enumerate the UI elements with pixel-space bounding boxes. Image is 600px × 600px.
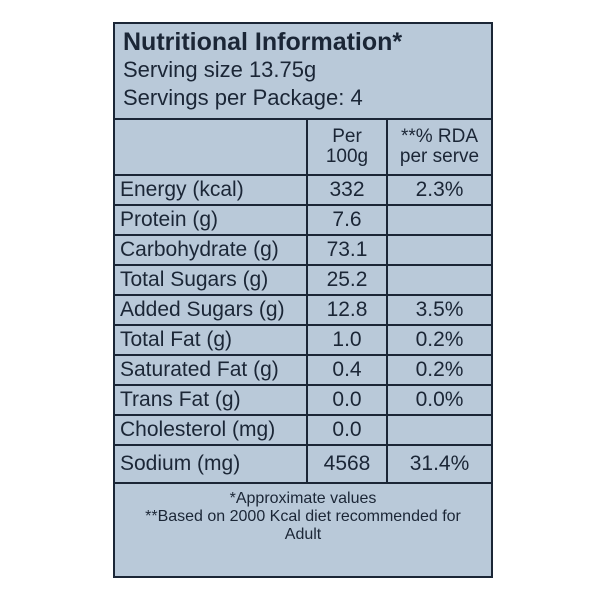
nutrient-name: Sodium (mg) [115, 444, 308, 484]
nutrient-value: 3.5% [386, 294, 491, 326]
nutrient-value: 25.2 [306, 264, 388, 296]
empty-cell [386, 414, 491, 446]
label-header: Nutritional Information* Serving size 13… [115, 24, 491, 120]
empty-cell [115, 120, 308, 176]
nutrient-value: 0.4 [306, 354, 388, 386]
header-row: Per 100g **% RDA per serve [115, 120, 491, 176]
nutrient-value: 332 [306, 174, 388, 206]
nutrition-label: Nutritional Information* Serving size 13… [113, 22, 493, 578]
title: Nutritional Information* [123, 28, 403, 56]
nutrient-name: Protein (g) [115, 204, 308, 236]
nutrient-name: Cholesterol (mg) [115, 414, 308, 446]
nutrient-value: 0.0 [306, 384, 388, 416]
nutrient-value: 0.2% [386, 354, 491, 386]
empty-cell [386, 234, 491, 266]
nutrition-table: Per 100g **% RDA per serve Energy (kcal)… [115, 120, 491, 484]
nutrient-row: Carbohydrate (g) 73.1 [115, 234, 491, 266]
nutrient-name: Saturated Fat (g) [115, 354, 308, 386]
nutrient-row: Sodium (mg) 4568 31.4% [115, 444, 491, 484]
nutrient-name: Energy (kcal) [115, 174, 308, 206]
nutrient-row: Added Sugars (g) 12.8 3.5% [115, 294, 491, 326]
nutrient-value: 0.0% [386, 384, 491, 416]
footer: *Approximate values **Based on 2000 Kcal… [115, 484, 491, 550]
nutrient-value: 7.6 [306, 204, 388, 236]
footnote: **Based on 2000 Kcal diet recommended fo… [145, 508, 461, 543]
nutrient-name: Total Fat (g) [115, 324, 308, 356]
nutrient-name: Carbohydrate (g) [115, 234, 308, 266]
nutrient-row: Energy (kcal) 332 2.3% [115, 174, 491, 206]
serving-size: Serving size 13.75g [123, 57, 317, 82]
nutrient-value: 4568 [306, 444, 388, 484]
nutrient-value: 2.3% [386, 174, 491, 206]
empty-cell [386, 204, 491, 236]
nutrient-row: Protein (g) 7.6 [115, 204, 491, 236]
table-body: Per 100g **% RDA per serve Energy (kcal)… [115, 120, 491, 484]
empty-cell [386, 264, 491, 296]
nutrient-value: 0.0 [306, 414, 388, 446]
footnote: *Approximate values [229, 490, 377, 507]
column-header: Per 100g [306, 120, 388, 176]
nutrient-value: 1.0 [306, 324, 388, 356]
nutrient-row: Saturated Fat (g) 0.4 0.2% [115, 354, 491, 386]
nutrient-value: 12.8 [306, 294, 388, 326]
nutrient-name: Total Sugars (g) [115, 264, 308, 296]
nutrient-name: Added Sugars (g) [115, 294, 308, 326]
column-header: **% RDA per serve [386, 120, 491, 176]
nutrient-name: Trans Fat (g) [115, 384, 308, 416]
nutrient-row: Cholesterol (mg) 0.0 [115, 414, 491, 446]
nutrient-row: Total Fat (g) 1.0 0.2% [115, 324, 491, 356]
nutrient-value: 73.1 [306, 234, 388, 266]
nutrient-row: Trans Fat (g) 0.0 0.0% [115, 384, 491, 416]
nutrient-value: 0.2% [386, 324, 491, 356]
nutrient-value: 31.4% [386, 444, 491, 484]
nutrient-row: Total Sugars (g) 25.2 [115, 264, 491, 296]
servings: Servings per Package: 4 [123, 85, 363, 110]
